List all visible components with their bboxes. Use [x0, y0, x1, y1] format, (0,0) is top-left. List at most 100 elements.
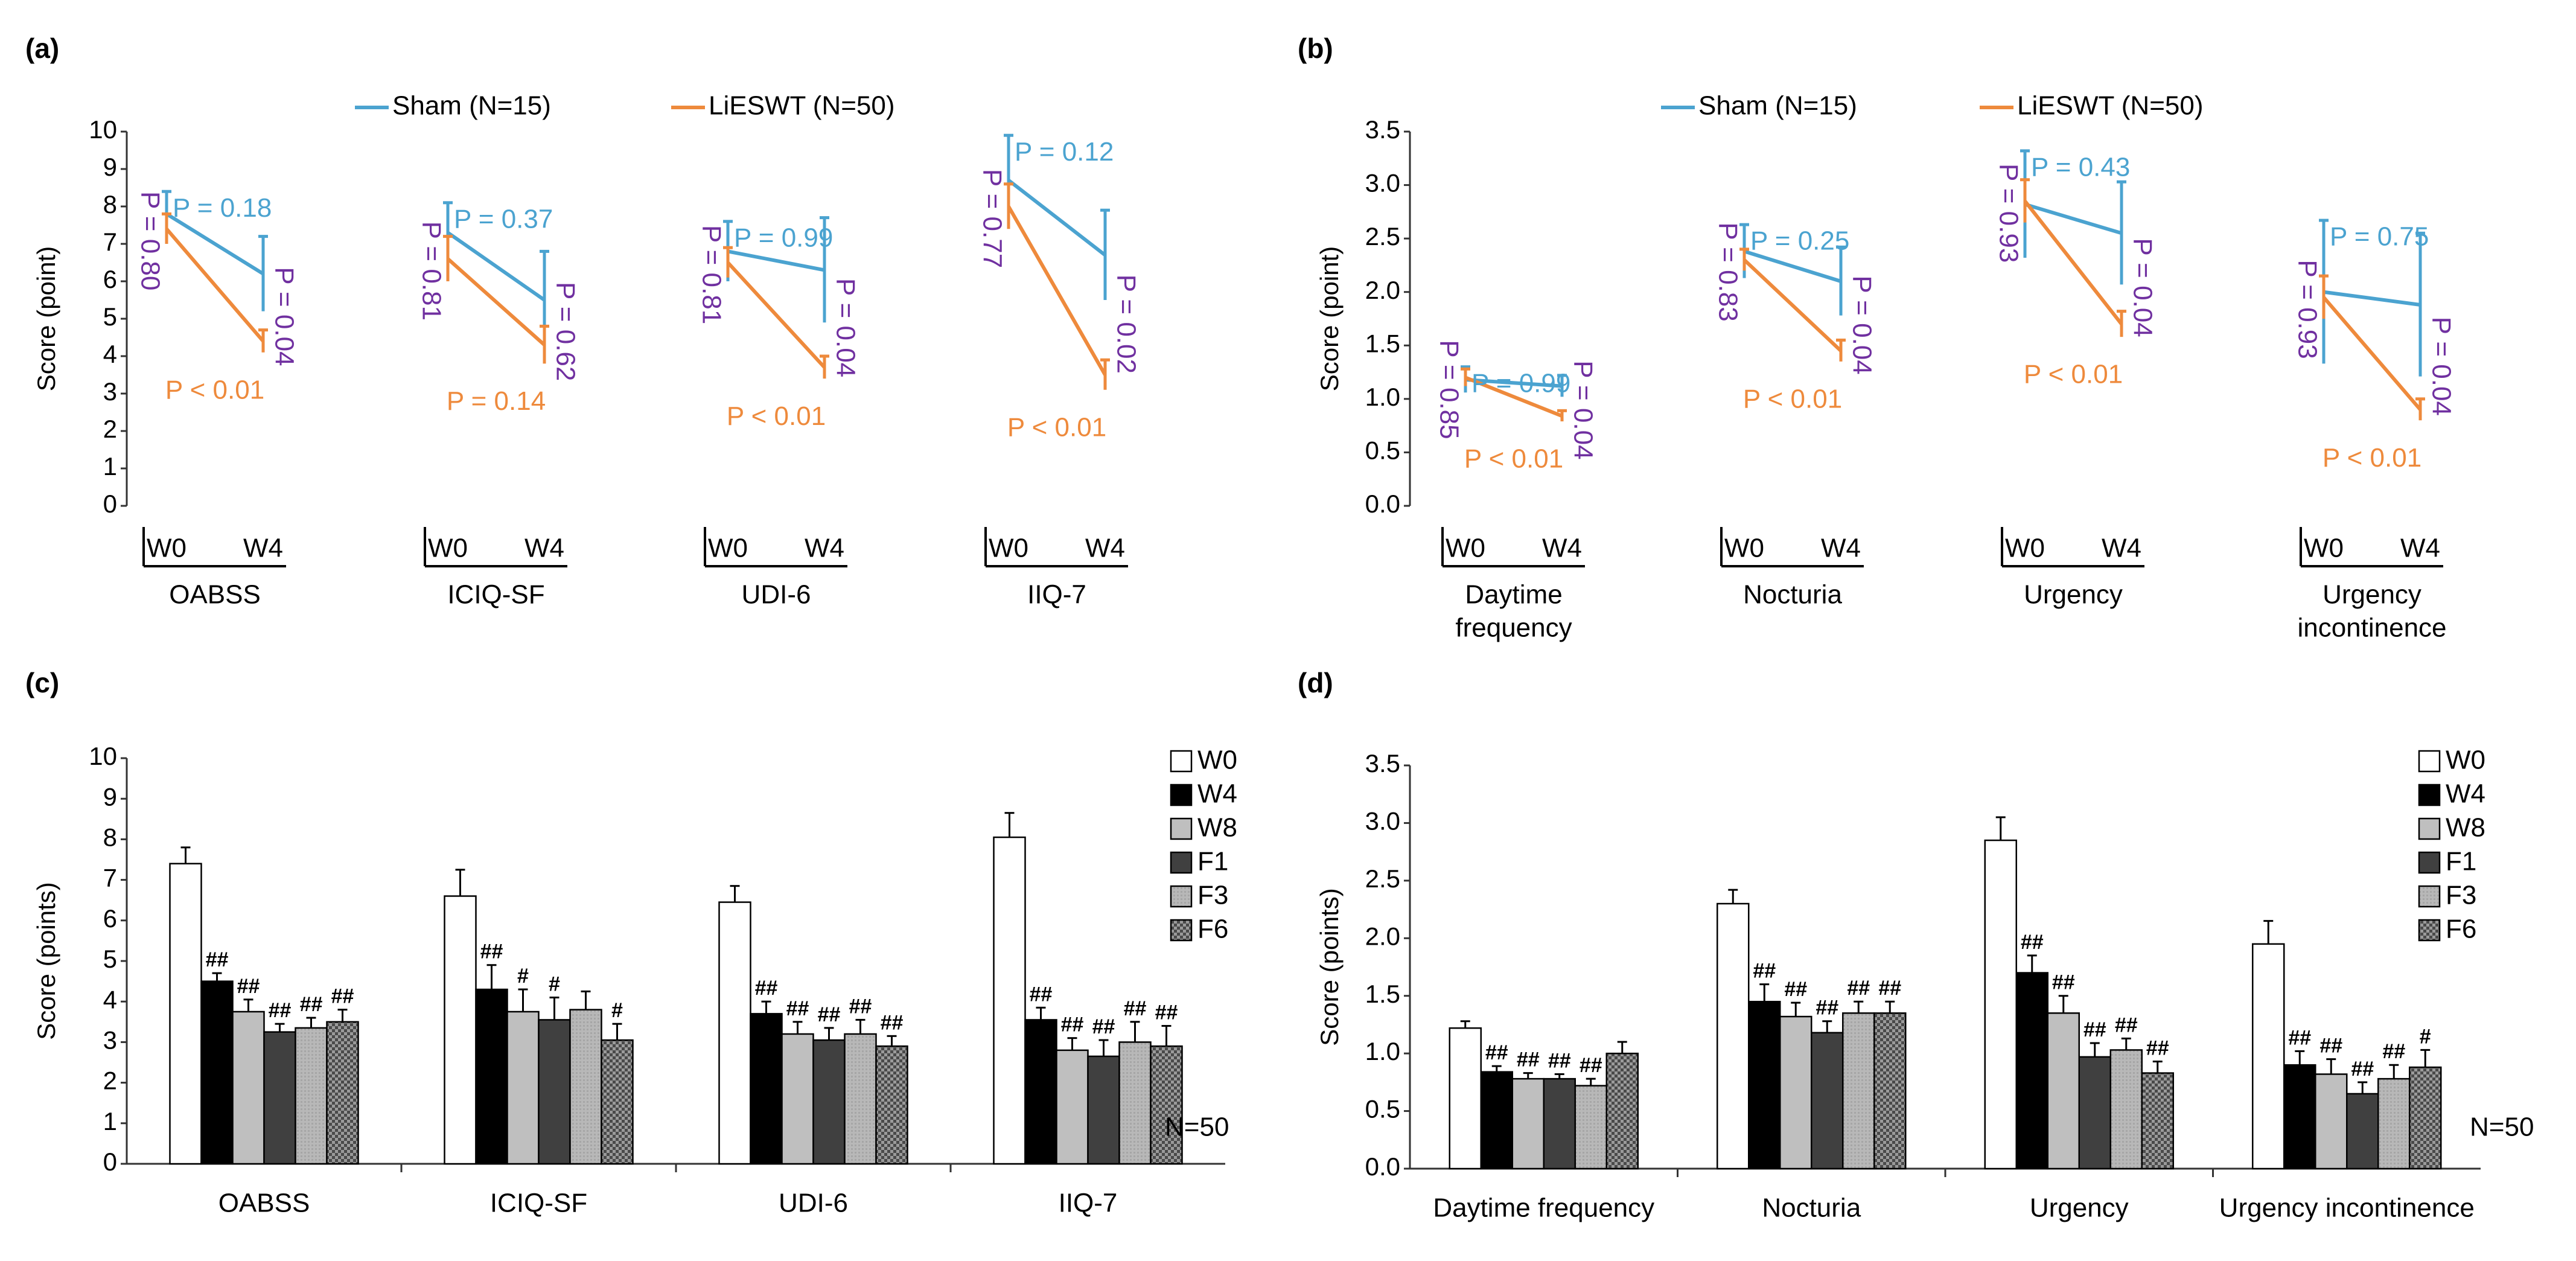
group-2: W0 W4 Nocturia P = 0.25 P < 0.01 P = 0.83 P = … — [1713, 222, 1876, 609]
sham-series-line — [1465, 377, 1563, 388]
legend-label-w4: W4 — [1197, 779, 1237, 809]
time-label-w0: W0 — [989, 534, 1028, 563]
p-value-w4-between: P = 0.04 — [2128, 238, 2157, 337]
significance-mark: ## — [1061, 1014, 1084, 1036]
y-tick-label: 0.5 — [1365, 1095, 1400, 1123]
significance-mark: ## — [2319, 1035, 2342, 1058]
group-2: W0 W4 ICIQ-SF P = 0.37 P = 0.14 P = 0.81 P = 0… — [416, 204, 580, 609]
p-value-lieswt: P < 0.01 — [727, 401, 826, 431]
time-label-w0: W0 — [428, 534, 468, 563]
legend-swatch-f3 — [1170, 885, 1193, 908]
category-label: Urgency incontinence — [2219, 1193, 2475, 1223]
p-value-w0-between: P = 0.85 — [1434, 340, 1464, 439]
significance-mark: ## — [1485, 1041, 1508, 1064]
p-value-w0-between: P = 0.93 — [1994, 164, 2023, 263]
bar-w8 — [1511, 1077, 1545, 1170]
y-tick-label: 2 — [103, 1067, 117, 1095]
bar-f3 — [1118, 1041, 1152, 1165]
y-tick-label: 5 — [103, 302, 117, 331]
significance-mark: ## — [1753, 960, 1776, 983]
y-tick-label: 3 — [103, 1026, 117, 1054]
lieswt-series-line — [447, 257, 546, 346]
p-value-lieswt: P < 0.01 — [1464, 444, 1563, 474]
p-value-sham: P = 0.12 — [1015, 137, 1114, 167]
group-name-line2: frequency — [1455, 613, 1572, 643]
legend-swatch-f1 — [1170, 851, 1193, 874]
bar-group-2: ### ##ICIQ-SF — [444, 869, 634, 1218]
legend-label-f1: F1 — [2446, 847, 2476, 876]
p-value-sham: P = 0.99 — [734, 223, 833, 252]
p-value-w0-between: P = 0.80 — [135, 191, 165, 290]
bar-f1 — [538, 1019, 571, 1165]
lieswt-series-line — [726, 261, 826, 369]
bar-f6 — [2141, 1072, 2174, 1170]
lieswt-error-w0 — [723, 246, 733, 278]
lieswt-series-line — [2322, 296, 2422, 411]
p-value-lieswt: P < 0.01 — [1743, 384, 1842, 413]
time-label-w0: W0 — [708, 534, 748, 563]
lieswt-error-w0 — [1461, 367, 1470, 386]
legend-label-w8: W8 — [1197, 813, 1237, 843]
significance-mark: ## — [2288, 1026, 2311, 1049]
p-value-sham: P = 0.25 — [1750, 226, 1849, 256]
legend-label-w8: W8 — [2446, 813, 2485, 843]
significance-mark: ## — [269, 999, 292, 1022]
bar-w8 — [2047, 1012, 2080, 1170]
y-tick-label: 3.0 — [1365, 169, 1400, 197]
bar-f3 — [1842, 1012, 1875, 1170]
n-label: N=50 — [1165, 1113, 1229, 1142]
significance-mark: ## — [2115, 1014, 2138, 1036]
lieswt-series-line — [165, 228, 265, 343]
bar-w4 — [2015, 972, 2048, 1170]
category-label: Urgency — [2030, 1193, 2129, 1223]
bar-f6 — [326, 1021, 359, 1165]
bar-f1 — [1543, 1077, 1576, 1170]
bar-w8 — [781, 1033, 814, 1165]
p-value-sham: P = 0.37 — [454, 204, 553, 234]
significance-mark: ## — [755, 977, 778, 1000]
panel-label: (d) — [1298, 667, 1333, 698]
y-tick-label: 1.5 — [1365, 329, 1400, 357]
y-tick-label: 8 — [103, 823, 117, 851]
panel-label: (b) — [1298, 33, 1333, 64]
n-label: N=50 — [2470, 1113, 2534, 1142]
group-name: Daytime — [1465, 580, 1562, 610]
significance-mark: ## — [206, 948, 229, 971]
time-label-w4: W4 — [1542, 534, 1582, 563]
significance-mark: ## — [2021, 931, 2044, 954]
y-tick-label: 10 — [89, 115, 117, 144]
y-tick-label: 0 — [103, 1148, 117, 1176]
p-value-w4-between: P = 0.62 — [550, 282, 580, 381]
lieswt-series-line — [1007, 205, 1107, 376]
significance-mark: # — [2420, 1025, 2431, 1048]
y-tick-label: 1.0 — [1365, 383, 1400, 411]
y-tick-label: 5 — [103, 945, 117, 973]
bar-w0 — [993, 836, 1026, 1165]
significance-mark: ## — [1092, 1015, 1115, 1038]
lieswt-error-w4 — [540, 324, 549, 364]
y-tick-label: 2.0 — [1365, 276, 1400, 304]
significance-mark: ## — [1030, 983, 1053, 1006]
legend-label-f6: F6 — [2446, 915, 2476, 944]
bar-w0 — [169, 863, 202, 1165]
bar-w8 — [2315, 1073, 2348, 1170]
category-label: OABSS — [218, 1189, 310, 1218]
bar-w0 — [444, 895, 477, 1165]
lieswt-error-w0 — [2020, 178, 2030, 223]
legend-swatch-f3 — [2418, 885, 2441, 908]
lieswt-error-w4 — [2415, 397, 2425, 421]
bar-group-4: ## ## ## ## ## IIQ-7 — [993, 812, 1183, 1218]
legend-label-w4: W4 — [2446, 779, 2485, 809]
time-label-w0: W0 — [2304, 534, 2344, 563]
bar-w4 — [1748, 1001, 1781, 1170]
sham-series-line — [1744, 249, 1841, 283]
significance-mark: ## — [237, 975, 260, 998]
bar-w4 — [200, 980, 234, 1165]
legend-label-f3: F3 — [2446, 881, 2476, 910]
category-label: IIQ-7 — [1059, 1189, 1118, 1218]
group-4: W0 W4 IIQ-7 P = 0.12 P < 0.01 P = 0.77 P = 0.0… — [977, 137, 1141, 610]
legend-label-w0: W0 — [2446, 745, 2485, 775]
legend-swatch-f6 — [2418, 919, 2441, 942]
significance-mark: ## — [1816, 997, 1838, 1020]
significance-mark: ## — [1124, 997, 1147, 1020]
